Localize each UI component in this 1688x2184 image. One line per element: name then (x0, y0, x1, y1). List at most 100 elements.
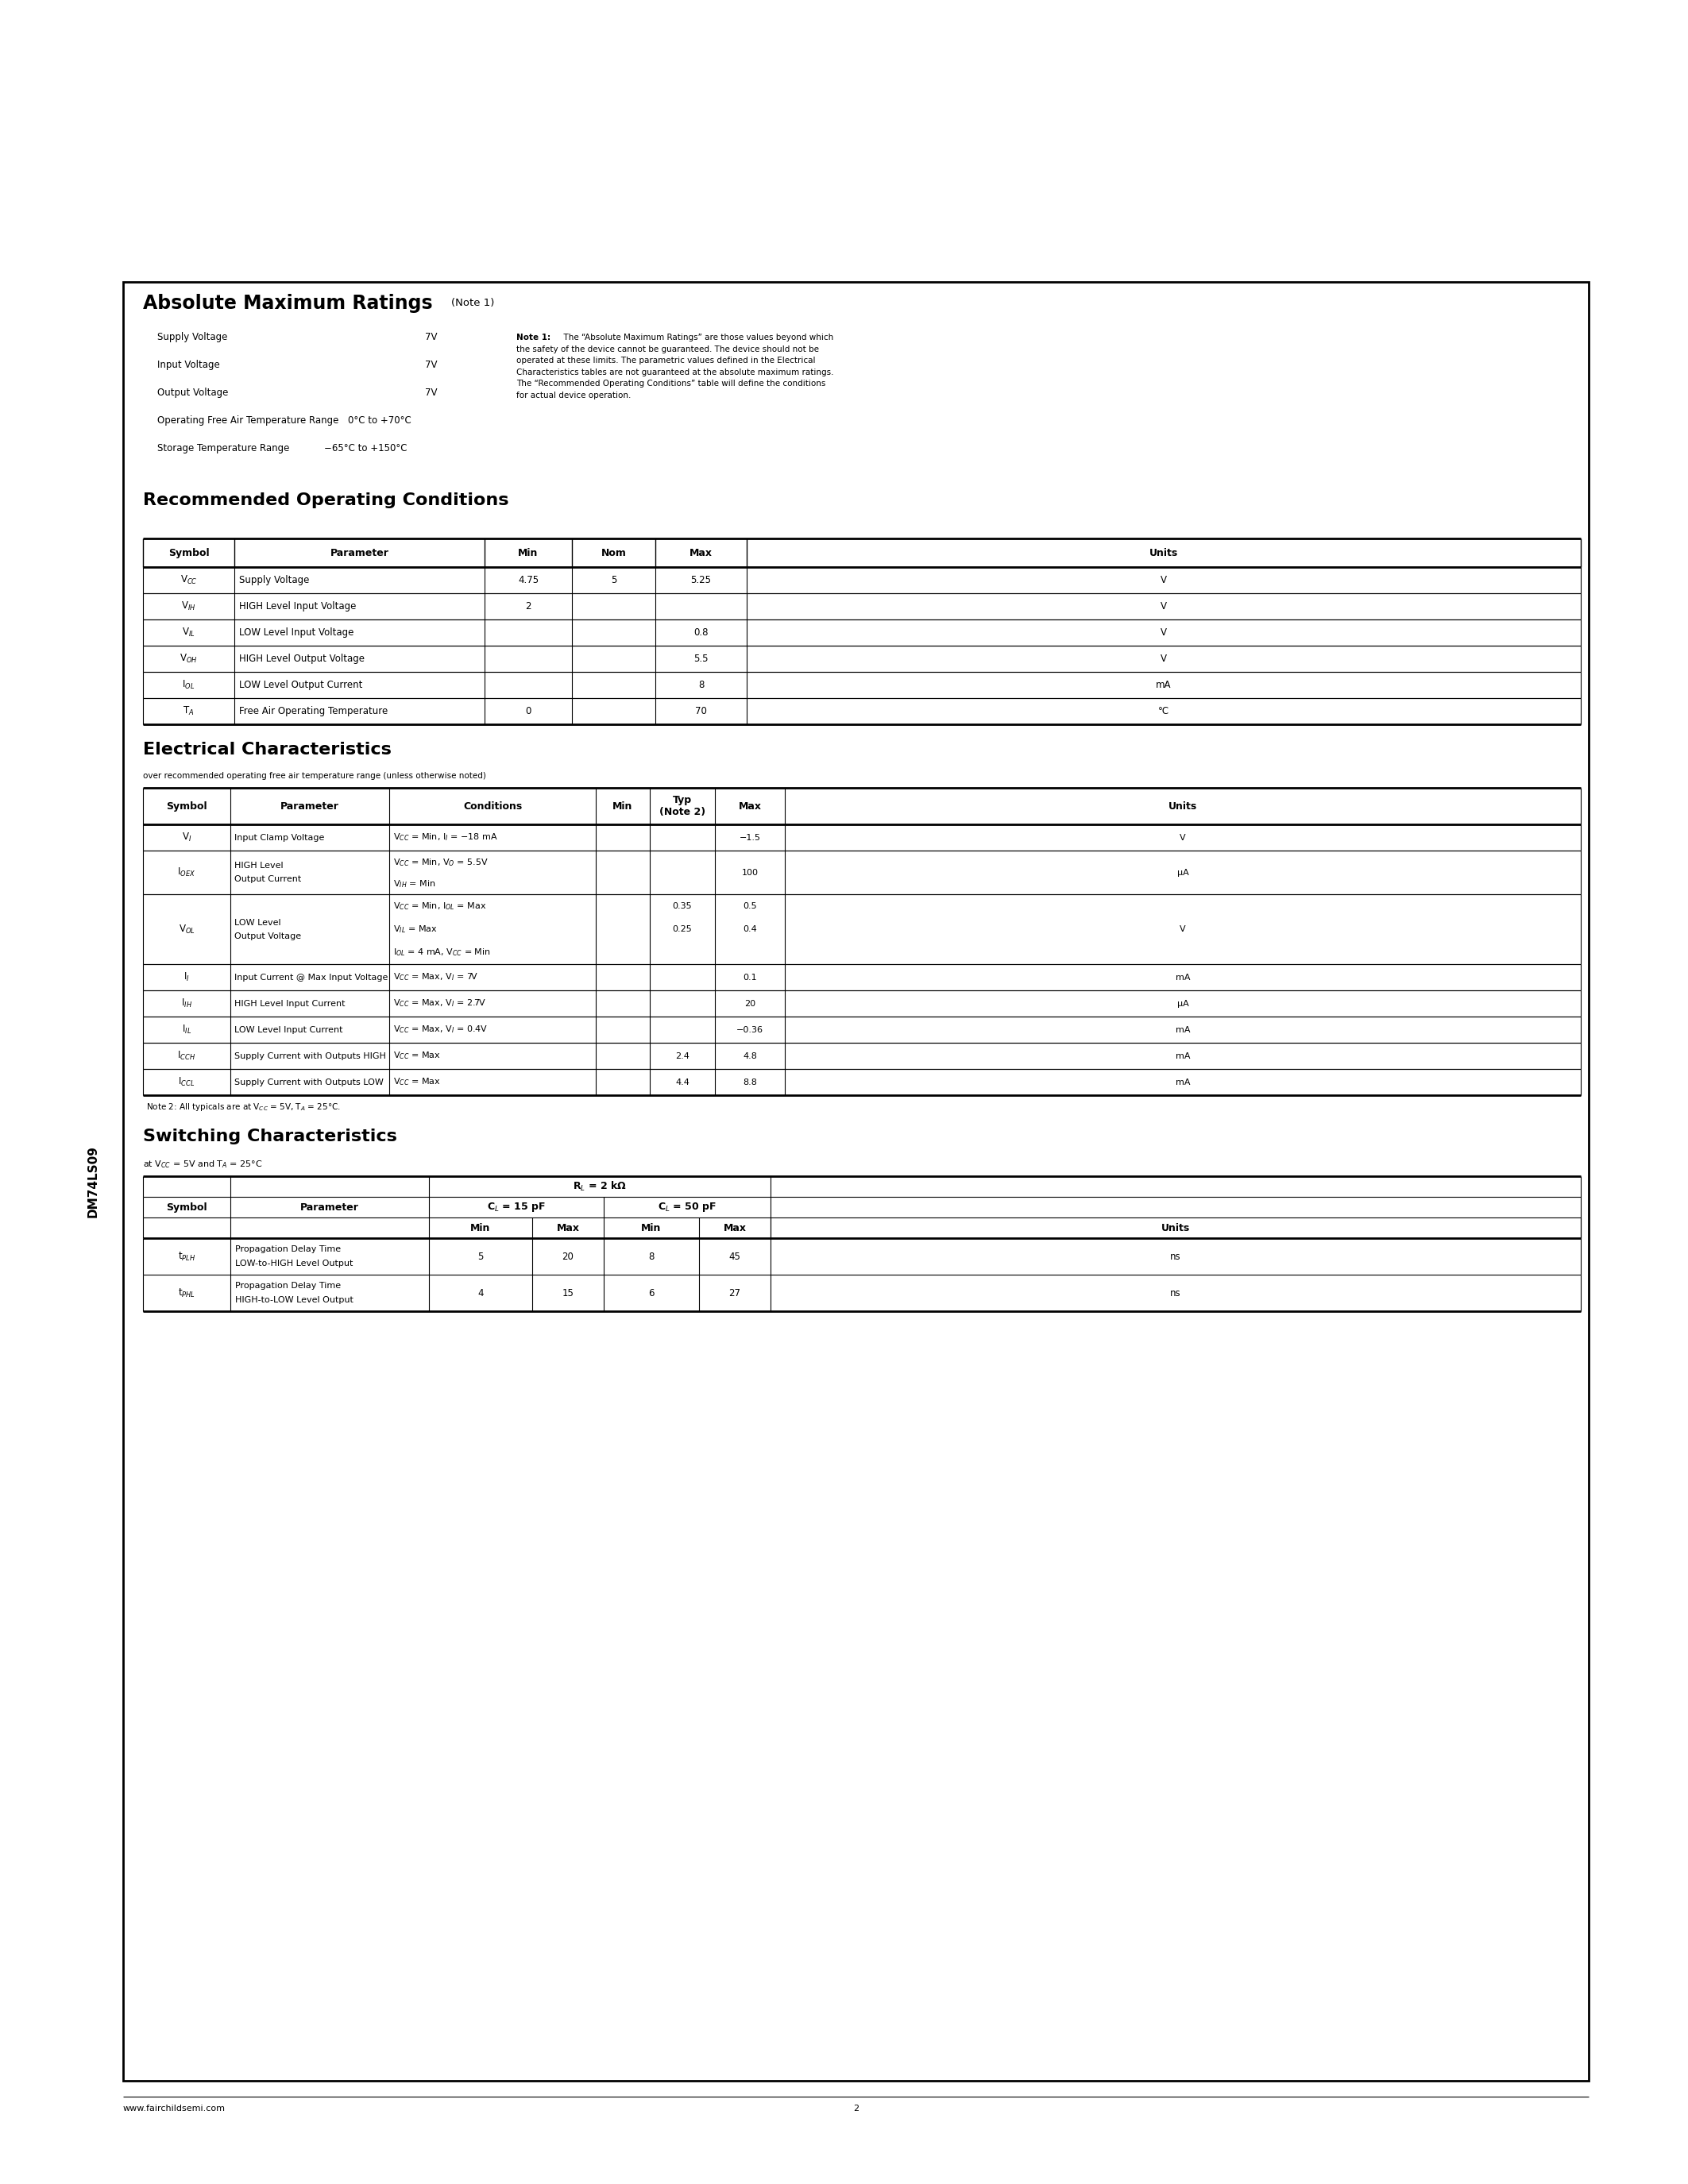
Text: 20: 20 (744, 1000, 756, 1007)
Text: 7V: 7V (425, 360, 437, 369)
Text: Max: Max (722, 1223, 746, 1234)
Text: Min: Min (471, 1223, 491, 1234)
Text: 6: 6 (648, 1289, 655, 1297)
Text: V$_{IL}$ = Max: V$_{IL}$ = Max (393, 924, 437, 935)
Text: LOW-to-HIGH Level Output: LOW-to-HIGH Level Output (235, 1260, 353, 1267)
Text: Max: Max (557, 1223, 579, 1234)
Text: I$_I$: I$_I$ (184, 972, 189, 983)
Text: Switching Characteristics: Switching Characteristics (143, 1129, 397, 1144)
Text: Min: Min (641, 1223, 662, 1234)
Text: V$_{CC}$ = Min, V$_O$ = 5.5V: V$_{CC}$ = Min, V$_O$ = 5.5V (393, 856, 488, 867)
Text: LOW Level Input Current: LOW Level Input Current (235, 1026, 343, 1033)
Text: V: V (1161, 627, 1166, 638)
Text: V$_{CC}$ = Max, V$_I$ = 0.4V: V$_{CC}$ = Max, V$_I$ = 0.4V (393, 1024, 488, 1035)
Text: Conditions: Conditions (463, 802, 522, 810)
Text: −1.5: −1.5 (739, 834, 761, 841)
Text: Input Voltage: Input Voltage (157, 360, 219, 369)
Text: Electrical Characteristics: Electrical Characteristics (143, 743, 392, 758)
Text: Symbol: Symbol (165, 802, 208, 810)
Text: mA: mA (1156, 679, 1171, 690)
Text: 4.75: 4.75 (518, 574, 538, 585)
Text: Units: Units (1150, 548, 1178, 557)
Text: Absolute Maximum Ratings: Absolute Maximum Ratings (143, 295, 432, 312)
Text: 0.1: 0.1 (743, 974, 756, 981)
Text: 27: 27 (729, 1289, 741, 1297)
Text: HIGH Level Output Voltage: HIGH Level Output Voltage (240, 653, 365, 664)
Text: Recommended Operating Conditions: Recommended Operating Conditions (143, 491, 508, 509)
Text: Nom: Nom (601, 548, 626, 557)
Text: V$_I$: V$_I$ (182, 832, 192, 843)
Text: Output Current: Output Current (235, 876, 300, 882)
Text: Note 2: All typicals are at V$_{CC}$ = 5V, T$_A$ = 25°C.: Note 2: All typicals are at V$_{CC}$ = 5… (147, 1101, 341, 1112)
Text: Parameter: Parameter (331, 548, 388, 557)
Text: 5.5: 5.5 (694, 653, 709, 664)
Text: V$_{CC}$ = Max, V$_I$ = 7V: V$_{CC}$ = Max, V$_I$ = 7V (393, 972, 478, 983)
Text: 70: 70 (695, 705, 707, 716)
Text: Supply Current with Outputs LOW: Supply Current with Outputs LOW (235, 1079, 383, 1085)
Text: 8: 8 (648, 1251, 655, 1262)
Text: 0.8: 0.8 (694, 627, 709, 638)
Text: Operating Free Air Temperature Range: Operating Free Air Temperature Range (157, 415, 339, 426)
Text: I$_{OL}$: I$_{OL}$ (182, 679, 196, 690)
Text: Parameter: Parameter (300, 1201, 360, 1212)
Text: −65°C to +150°C: −65°C to +150°C (324, 443, 407, 454)
Text: Symbol: Symbol (165, 1201, 208, 1212)
Text: Input Clamp Voltage: Input Clamp Voltage (235, 834, 324, 841)
Text: for actual device operation.: for actual device operation. (517, 391, 631, 400)
Text: 4: 4 (478, 1289, 483, 1297)
Text: 7V: 7V (425, 387, 437, 397)
Text: 8.8: 8.8 (743, 1079, 756, 1085)
Text: The “Recommended Operating Conditions” table will define the conditions: The “Recommended Operating Conditions” t… (517, 380, 825, 387)
Text: 4.8: 4.8 (743, 1053, 756, 1059)
Text: V: V (1180, 834, 1185, 841)
Text: Propagation Delay Time: Propagation Delay Time (235, 1282, 341, 1291)
Text: 15: 15 (562, 1289, 574, 1297)
Text: Input Current @ Max Input Voltage: Input Current @ Max Input Voltage (235, 974, 388, 981)
Text: 2.4: 2.4 (675, 1053, 689, 1059)
Text: 5: 5 (611, 574, 616, 585)
Text: the safety of the device cannot be guaranteed. The device should not be: the safety of the device cannot be guara… (517, 345, 819, 354)
Text: V: V (1180, 926, 1185, 933)
Text: Min: Min (518, 548, 538, 557)
Text: T$_A$: T$_A$ (182, 705, 194, 716)
Text: V$_{CC}$ = Min, I$_{OL}$ = Max: V$_{CC}$ = Min, I$_{OL}$ = Max (393, 900, 486, 911)
Text: LOW Level Output Current: LOW Level Output Current (240, 679, 363, 690)
Text: V$_{IL}$: V$_{IL}$ (182, 627, 196, 638)
Text: 0.35: 0.35 (672, 902, 692, 911)
Text: over recommended operating free air temperature range (unless otherwise noted): over recommended operating free air temp… (143, 771, 486, 780)
Text: t$_{PLH}$: t$_{PLH}$ (177, 1251, 196, 1262)
Text: −0.36: −0.36 (736, 1026, 763, 1033)
Text: HIGH-to-LOW Level Output: HIGH-to-LOW Level Output (235, 1295, 353, 1304)
Text: HIGH Level Input Current: HIGH Level Input Current (235, 1000, 344, 1007)
Text: μA: μA (1177, 1000, 1188, 1007)
Text: Units: Units (1168, 802, 1197, 810)
Text: 2: 2 (525, 601, 532, 612)
Text: Supply Voltage: Supply Voltage (157, 332, 228, 343)
Text: (Note 1): (Note 1) (451, 297, 495, 308)
Text: I$_{CCL}$: I$_{CCL}$ (179, 1077, 196, 1088)
Text: 0.5: 0.5 (743, 902, 756, 911)
Text: Supply Current with Outputs HIGH: Supply Current with Outputs HIGH (235, 1053, 387, 1059)
Text: I$_{CCH}$: I$_{CCH}$ (177, 1051, 196, 1061)
Text: 8: 8 (699, 679, 704, 690)
Text: Output Voltage: Output Voltage (157, 387, 228, 397)
Text: Max: Max (738, 802, 761, 810)
Text: V$_{CC}$ = Max, V$_I$ = 2.7V: V$_{CC}$ = Max, V$_I$ = 2.7V (393, 998, 486, 1009)
Bar (123, 282, 1588, 2081)
Text: mA: mA (1175, 1079, 1190, 1085)
Text: V$_{CC}$ = Max: V$_{CC}$ = Max (393, 1051, 441, 1061)
Text: Note 1:: Note 1: (517, 334, 550, 341)
Text: 5: 5 (478, 1251, 483, 1262)
Text: I$_{OL}$ = 4 mA, V$_{CC}$ = Min: I$_{OL}$ = 4 mA, V$_{CC}$ = Min (393, 948, 491, 959)
Text: C$_L$ = 50 pF: C$_L$ = 50 pF (658, 1201, 716, 1214)
Text: V$_{IH}$: V$_{IH}$ (181, 601, 196, 612)
Text: V$_{IH}$ = Min: V$_{IH}$ = Min (393, 878, 436, 889)
Text: 2: 2 (852, 2105, 859, 2112)
Text: C$_L$ = 15 pF: C$_L$ = 15 pF (488, 1201, 545, 1214)
Text: 45: 45 (729, 1251, 741, 1262)
Text: Typ
(Note 2): Typ (Note 2) (660, 795, 706, 817)
Text: V: V (1161, 601, 1166, 612)
Text: 100: 100 (741, 869, 758, 876)
Text: I$_{OEX}$: I$_{OEX}$ (177, 867, 196, 878)
Text: 0.25: 0.25 (672, 926, 692, 933)
